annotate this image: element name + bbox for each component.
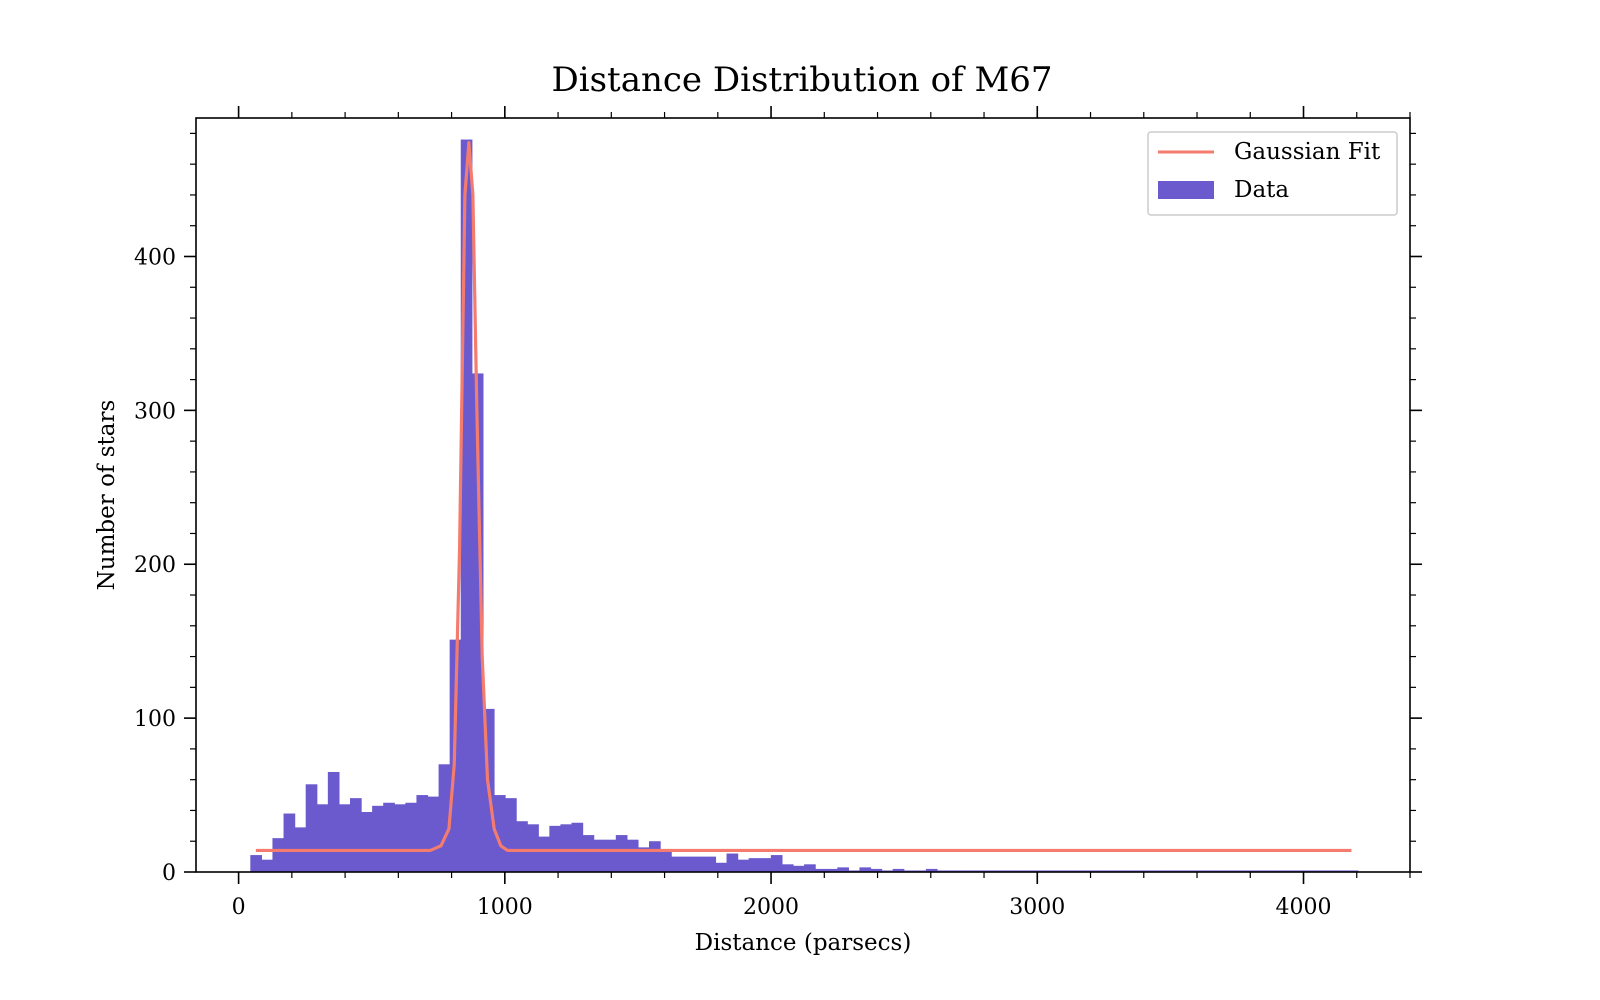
- histogram-bar: [338, 804, 351, 872]
- histogram-bar: [405, 802, 418, 872]
- histogram-bar: [815, 868, 827, 872]
- histogram-bar: [527, 824, 539, 872]
- histogram-bar: [283, 813, 296, 872]
- histogram-bar: [682, 856, 694, 872]
- histogram-bar: [516, 821, 528, 872]
- histogram-bar: [925, 868, 938, 872]
- histogram-bar: [593, 839, 606, 872]
- histogram-bar: [361, 811, 373, 872]
- y-tick-label: 100: [134, 707, 176, 732]
- x-axis-title: Distance (parsecs): [695, 930, 912, 956]
- histogram-bar: [261, 859, 274, 872]
- histogram-bar: [615, 835, 628, 872]
- histogram-bar: [859, 867, 872, 872]
- legend-data-swatch: [1158, 181, 1214, 199]
- legend: Gaussian Fit Data: [1147, 131, 1398, 216]
- histogram-bar: [560, 824, 573, 872]
- histogram-bar: [505, 798, 517, 872]
- histogram-bar: [781, 864, 794, 872]
- chart-title: Distance Distribution of M67: [551, 60, 1052, 100]
- histogram-bars: [250, 139, 1359, 873]
- x-tick-label: 2000: [743, 895, 799, 920]
- histogram-bar: [427, 796, 440, 872]
- legend-fit-label: Gaussian Fit: [1234, 139, 1381, 165]
- histogram-bar: [604, 839, 617, 872]
- histogram-bar: [726, 853, 739, 872]
- histogram-bar: [316, 804, 329, 872]
- histogram-bar: [471, 373, 484, 872]
- y-tick-label: 200: [134, 553, 176, 578]
- histogram-bar: [327, 771, 340, 872]
- y-tick-label: 300: [134, 399, 176, 424]
- y-tick-label: 400: [134, 245, 176, 270]
- fit-line-layer: [255, 141, 1352, 853]
- histogram-bar: [748, 858, 761, 872]
- histogram-bar: [759, 858, 772, 872]
- histogram-bar: [416, 795, 429, 872]
- histogram-bar: [582, 835, 595, 872]
- histogram-bar: [715, 862, 728, 872]
- histogram-bar: [837, 867, 849, 872]
- histogram-bar: [349, 798, 362, 872]
- legend-data-label: Data: [1234, 177, 1289, 203]
- histogram-bar: [826, 868, 838, 872]
- histogram-bar: [892, 868, 905, 872]
- histogram-bar: [693, 856, 705, 872]
- axis-ticks: [184, 106, 1422, 884]
- histogram-bar: [770, 855, 783, 872]
- histogram-bar: [671, 856, 683, 872]
- histogram-bar: [493, 795, 506, 872]
- histogram-bar: [704, 856, 717, 872]
- y-tick-label: 0: [162, 861, 176, 886]
- histogram-bar: [649, 841, 661, 872]
- histogram-bar: [737, 859, 750, 872]
- histogram-bar: [250, 855, 262, 872]
- histogram-bar: [637, 847, 650, 872]
- histogram-bar: [660, 852, 672, 872]
- histogram-bar: [792, 865, 805, 872]
- gaussian-fit-line: [255, 141, 1352, 853]
- histogram-bar: [372, 805, 384, 872]
- histogram-bar: [438, 764, 451, 872]
- histogram-bar: [460, 139, 473, 873]
- plot-frame: [195, 117, 1411, 873]
- tick-labels: 0 1000 2000 3000 4000 0 100 200 300 400: [134, 245, 1332, 920]
- histogram-bar: [571, 822, 584, 872]
- histogram-bar: [804, 864, 816, 872]
- x-tick-label: 0: [232, 895, 246, 920]
- y-axis-title: Number of stars: [94, 400, 120, 591]
- x-tick-label: 4000: [1276, 895, 1332, 920]
- x-tick-label: 1000: [477, 895, 533, 920]
- histogram-bar: [272, 838, 285, 872]
- histogram-bar: [538, 836, 550, 872]
- x-tick-label: 3000: [1009, 895, 1065, 920]
- histogram-bar: [626, 839, 639, 872]
- histogram-bar: [870, 868, 883, 872]
- histogram-bar: [383, 802, 395, 872]
- histogram-bar: [394, 804, 406, 872]
- histogram-bar: [305, 784, 318, 872]
